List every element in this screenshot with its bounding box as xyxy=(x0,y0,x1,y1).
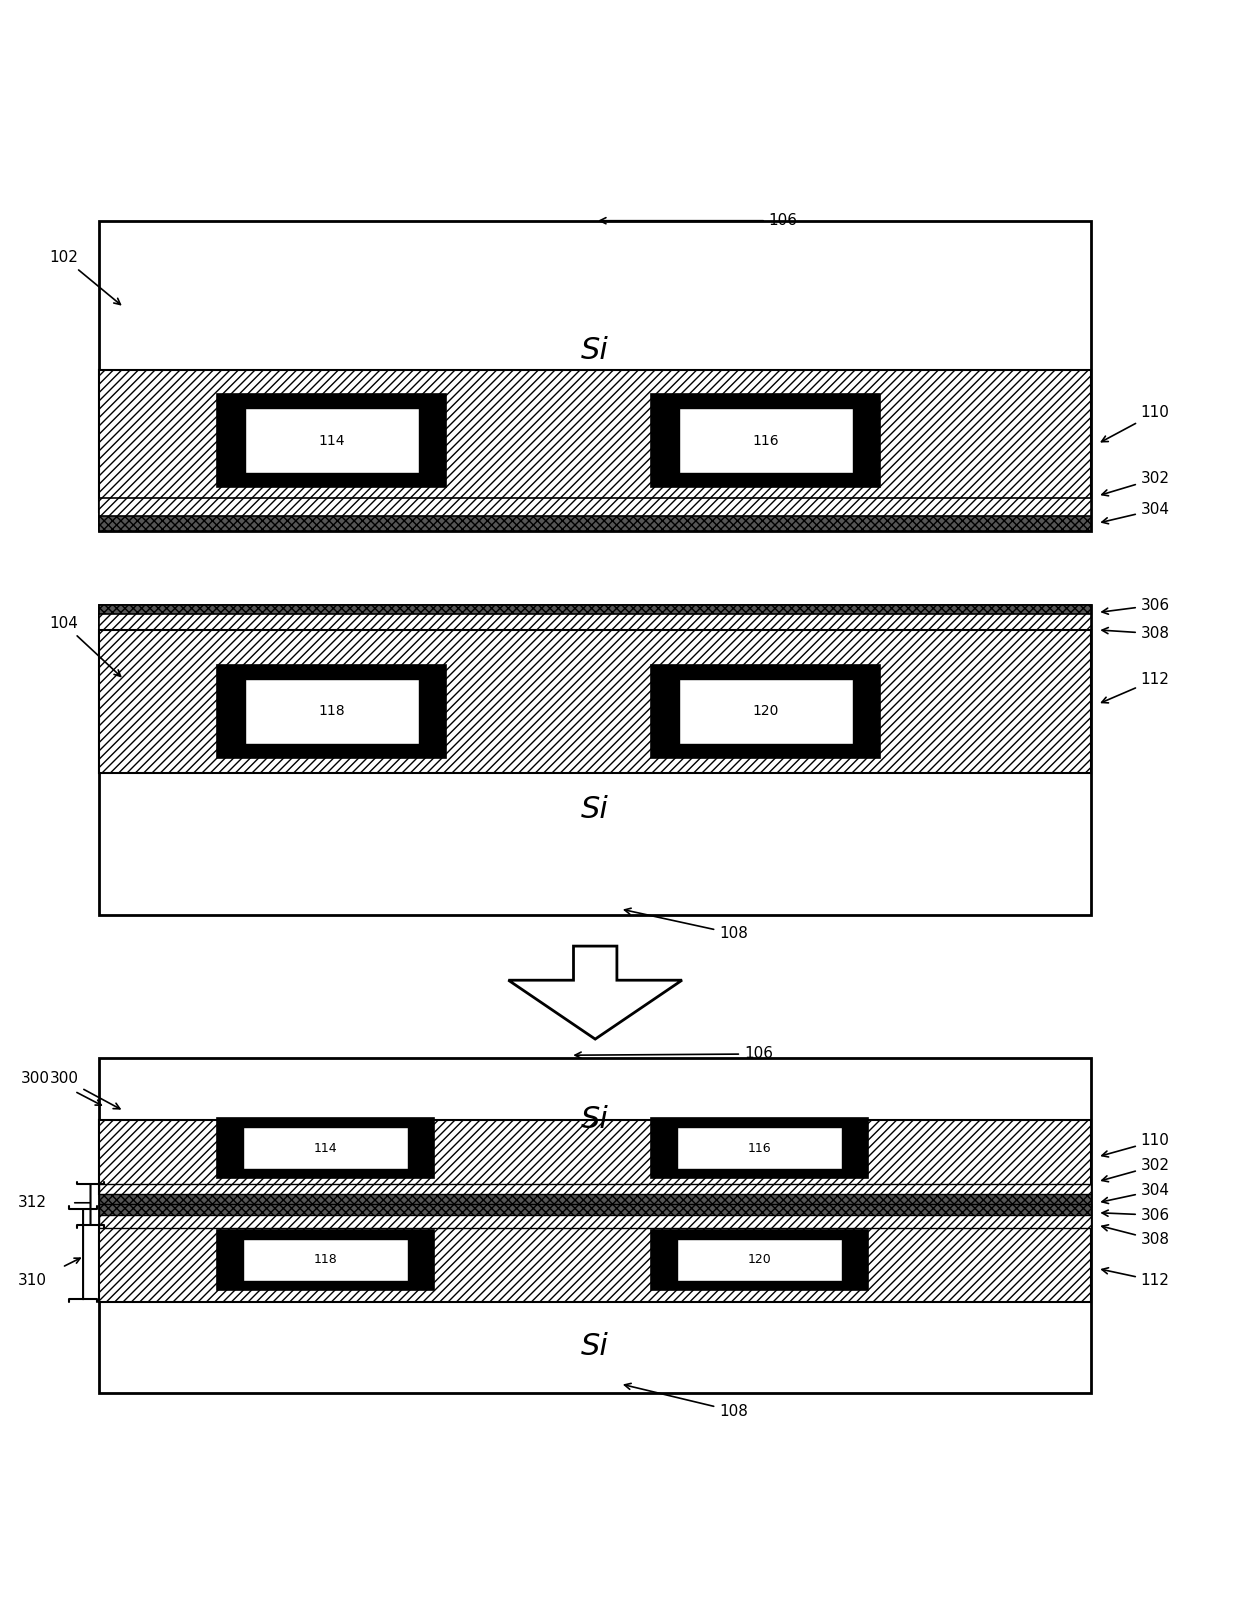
Text: 108: 108 xyxy=(625,1384,748,1419)
Bar xyxy=(243,1239,408,1281)
Bar xyxy=(99,220,1091,530)
Text: 116: 116 xyxy=(748,1141,771,1155)
Text: 118: 118 xyxy=(314,1253,337,1266)
Text: Si: Si xyxy=(582,1106,609,1135)
Bar xyxy=(678,678,853,744)
Bar xyxy=(99,516,1091,530)
Text: 108: 108 xyxy=(625,908,748,942)
Bar xyxy=(651,1229,868,1289)
Text: 306: 306 xyxy=(1102,1208,1169,1223)
Bar xyxy=(651,394,880,487)
Text: 312: 312 xyxy=(19,1196,47,1210)
Bar xyxy=(99,630,1091,773)
Text: 300: 300 xyxy=(50,1072,120,1109)
Bar xyxy=(244,408,419,474)
Text: Si: Si xyxy=(582,1332,609,1361)
Text: 120: 120 xyxy=(748,1253,771,1266)
Text: 114: 114 xyxy=(319,434,345,448)
Text: 106: 106 xyxy=(600,214,797,228)
Bar xyxy=(99,1194,1091,1207)
Text: Si: Si xyxy=(582,336,609,365)
Bar xyxy=(243,1128,408,1168)
Text: 302: 302 xyxy=(1102,471,1169,497)
Text: 110: 110 xyxy=(1102,1133,1169,1157)
Text: 114: 114 xyxy=(314,1141,337,1155)
Bar xyxy=(99,498,1091,521)
Text: 308: 308 xyxy=(1102,627,1169,641)
Text: 118: 118 xyxy=(319,704,345,718)
Bar xyxy=(99,606,1091,620)
Bar xyxy=(677,1128,842,1168)
Bar xyxy=(651,1118,868,1178)
Text: 304: 304 xyxy=(1102,501,1169,524)
Bar xyxy=(99,1057,1091,1393)
Bar xyxy=(217,665,446,757)
Text: 106: 106 xyxy=(575,1046,773,1062)
Text: 306: 306 xyxy=(1102,598,1169,614)
Polygon shape xyxy=(508,947,682,1040)
Bar xyxy=(99,1225,1091,1302)
Text: 302: 302 xyxy=(1102,1159,1169,1181)
Text: 120: 120 xyxy=(753,704,779,718)
Bar xyxy=(99,614,1091,636)
Bar xyxy=(217,1118,434,1178)
Text: Si: Si xyxy=(582,795,609,824)
Text: 300: 300 xyxy=(21,1072,50,1086)
Bar xyxy=(677,1239,842,1281)
Bar xyxy=(99,1204,1091,1216)
Text: 110: 110 xyxy=(1101,405,1169,442)
Bar xyxy=(99,370,1091,513)
Text: 104: 104 xyxy=(50,615,120,677)
Text: 310: 310 xyxy=(19,1273,47,1289)
Bar xyxy=(99,606,1091,914)
Bar xyxy=(217,1229,434,1289)
Text: 308: 308 xyxy=(1102,1225,1169,1247)
Bar xyxy=(678,408,853,474)
Bar xyxy=(99,1120,1091,1194)
Text: 304: 304 xyxy=(1102,1183,1169,1204)
Bar xyxy=(244,678,419,744)
Bar xyxy=(217,394,446,487)
Bar xyxy=(99,1184,1091,1197)
Text: 116: 116 xyxy=(753,434,779,448)
Bar xyxy=(99,1215,1091,1228)
Text: 112: 112 xyxy=(1101,672,1169,702)
Text: 102: 102 xyxy=(50,251,120,305)
Text: 112: 112 xyxy=(1102,1268,1169,1289)
Bar xyxy=(651,665,880,757)
